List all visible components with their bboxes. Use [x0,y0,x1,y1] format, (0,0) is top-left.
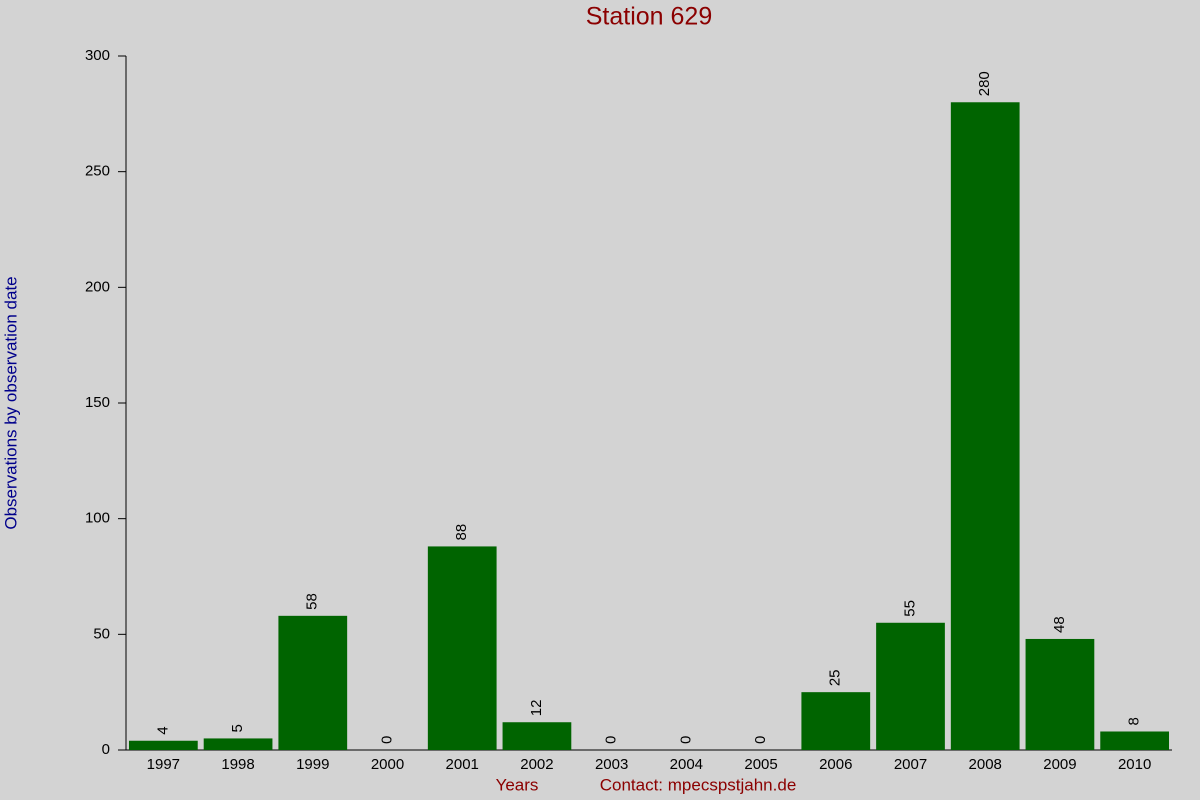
value-label: 12 [528,700,545,717]
bar [801,692,871,750]
y-tick-label: 100 [85,510,110,527]
y-tick-label: 250 [85,163,110,180]
bar [278,615,348,750]
x-tick-label: 2007 [894,756,927,773]
bar [950,102,1020,751]
value-label: 0 [677,736,694,744]
value-label: 0 [378,736,395,744]
value-label: 0 [752,736,769,744]
chart-title: Station 629 [586,3,713,31]
y-axis-label: Observations by observation date [1,276,20,529]
bar [128,740,198,750]
y-tick-label: 300 [85,47,110,64]
bar [502,722,572,750]
x-tick-label: 2000 [371,756,404,773]
x-tick-label: 1998 [221,756,254,773]
value-label: 4 [154,726,171,734]
x-tick-label: 2009 [1043,756,1076,773]
value-label: 25 [827,669,844,686]
y-tick-label: 200 [85,278,110,295]
x-tick-label: 2008 [969,756,1002,773]
bar [203,738,273,750]
x-axis-label: Years [496,775,539,794]
x-tick-label: 2006 [819,756,852,773]
value-label: 8 [1126,717,1143,725]
x-tick-label: 1999 [296,756,329,773]
bar [1100,731,1170,750]
value-label: 58 [304,593,321,610]
y-tick-label: 50 [93,625,110,642]
value-label: 48 [1051,616,1068,633]
x-tick-label: 1997 [147,756,180,773]
y-tick-label: 150 [85,394,110,411]
x-tick-label: 2004 [670,756,703,773]
value-label: 5 [229,724,246,732]
value-label: 55 [901,600,918,617]
x-tick-label: 2003 [595,756,628,773]
bar [1025,638,1095,750]
value-label: 280 [976,71,993,96]
annotation: Contact: mpecspstjahn.de [600,775,797,794]
bar [876,622,945,750]
x-tick-label: 2010 [1118,756,1151,773]
x-tick-label: 2005 [744,756,777,773]
x-tick-label: 2002 [520,756,553,773]
y-tick-label: 0 [102,741,110,758]
value-label: 88 [453,524,470,541]
value-label: 0 [603,736,620,744]
bar [427,546,497,750]
x-tick-label: 2001 [446,756,479,773]
